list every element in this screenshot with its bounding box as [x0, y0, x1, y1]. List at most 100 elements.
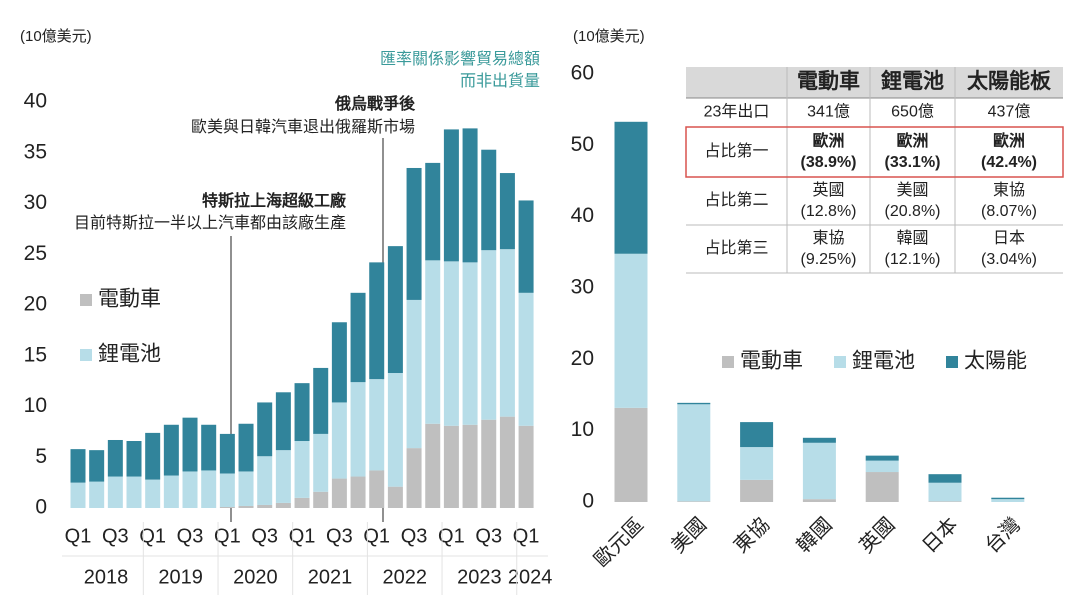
bar-segment [865, 455, 899, 461]
bar-segment [163, 424, 179, 476]
bar-segment [350, 476, 366, 508]
x-tick-label: Q3 [401, 525, 428, 547]
bar-segment [425, 162, 441, 261]
bar-segment [219, 473, 235, 507]
bar-segment [443, 261, 459, 426]
bar-segment [462, 128, 478, 263]
bar-segment [331, 322, 347, 403]
x-tick-label: Q1 [289, 525, 316, 547]
x-tick-label: 歐元區 [590, 513, 649, 572]
legend-label: 電動車 [98, 288, 161, 311]
bar-segment [70, 449, 86, 483]
bar-segment [740, 479, 774, 502]
bar-segment [481, 250, 497, 420]
bar-segment [145, 432, 161, 480]
table-cell: 東協 [993, 181, 1025, 199]
y-tick-label: 20 [571, 347, 594, 370]
y-tick-label: 0 [35, 496, 47, 519]
x-tick-label: Q3 [102, 525, 129, 547]
annotation: 而非出貨量 [460, 72, 540, 90]
bar-segment [201, 424, 217, 471]
bar-segment [387, 486, 403, 508]
bar-segment [677, 402, 711, 405]
row-label: 23年出口 [704, 103, 770, 121]
bar-segment [275, 392, 291, 451]
bar-segment [89, 481, 105, 508]
table-cell: 韓國 [896, 229, 928, 247]
x-tick-label: Q3 [326, 525, 353, 547]
bar-segment [257, 504, 273, 508]
annotation-title: 特斯拉上海超級工廠 [202, 191, 347, 210]
bar-segment [406, 448, 422, 508]
table-cell: 650億 [891, 103, 934, 121]
x-group-label: 2019 [158, 566, 203, 588]
bar-segment [313, 491, 329, 508]
legend-label: 鋰電池 [852, 350, 915, 373]
bar-segment [107, 439, 123, 477]
table-header: 鋰電池 [881, 69, 944, 93]
x-tick-label: 韓國 [792, 513, 837, 558]
legend-label: 電動車 [740, 350, 803, 373]
table-cell: (12.8%) [800, 203, 856, 220]
bar-segment [387, 246, 403, 374]
table-cell: 437億 [988, 103, 1031, 121]
x-tick-label: Q3 [177, 525, 204, 547]
bar-segment [462, 424, 478, 508]
bar-segment [518, 200, 534, 293]
legend-label: 鋰電池 [98, 343, 161, 366]
bar-segment [928, 482, 962, 502]
annotation-title: 俄烏戰爭後 [334, 94, 416, 113]
bar-segment [257, 402, 273, 457]
bar-segment [369, 470, 385, 508]
bar-segment [294, 441, 310, 498]
legend-swatch [722, 356, 734, 368]
bar-segment [275, 450, 291, 503]
bar-segment [369, 262, 385, 380]
row-label: 占比第三 [704, 239, 768, 257]
bar-segment [677, 404, 711, 502]
bar-segment [238, 471, 254, 506]
x-group-label: 2022 [382, 566, 427, 588]
y-tick-label: 40 [571, 204, 594, 227]
y-tick-label: 40 [24, 90, 47, 113]
x-tick-label: 美國 [667, 513, 712, 558]
bar-segment [313, 433, 329, 492]
unit-label: (10億美元) [20, 28, 92, 45]
legend-swatch [80, 349, 92, 361]
bar-segment [499, 249, 515, 417]
bar-segment [275, 502, 291, 508]
x-tick-label: Q1 [363, 525, 390, 547]
bar-segment [219, 506, 235, 508]
bar-segment [163, 475, 179, 508]
bar-segment [443, 129, 459, 262]
bar-segment [331, 478, 347, 508]
annotation: 歐美與日韓汽車退出俄羅斯市場 [191, 118, 415, 136]
table-cell: (42.4%) [981, 154, 1037, 171]
x-tick-label: Q1 [513, 525, 540, 547]
bar-segment [145, 479, 161, 508]
table-cell: 歐洲 [812, 131, 844, 150]
table-cell: (3.04%) [981, 251, 1037, 268]
bar-segment [182, 417, 198, 472]
bar-segment [425, 260, 441, 424]
bar-segment [369, 379, 385, 471]
bar-segment [865, 460, 899, 473]
table-cell: 日本 [993, 229, 1025, 247]
highlight-box [685, 126, 1064, 178]
bar-segment [387, 373, 403, 487]
table-cell: 歐洲 [896, 131, 928, 150]
table-cell: 東協 [812, 229, 844, 247]
bar-segment [201, 470, 217, 508]
bar-segment [481, 419, 497, 508]
annotation: 目前特斯拉一半以上汽車都由該廠生產 [74, 213, 346, 232]
y-tick-label: 0 [582, 490, 594, 513]
y-tick-label: 5 [35, 445, 47, 468]
bar-segment [677, 501, 711, 502]
bar-segment [802, 437, 836, 443]
x-tick-label: Q3 [475, 525, 502, 547]
x-tick-label: Q1 [214, 525, 241, 547]
table-cell: 美國 [896, 181, 928, 199]
x-tick-label: Q1 [139, 525, 166, 547]
bar-segment [443, 425, 459, 508]
